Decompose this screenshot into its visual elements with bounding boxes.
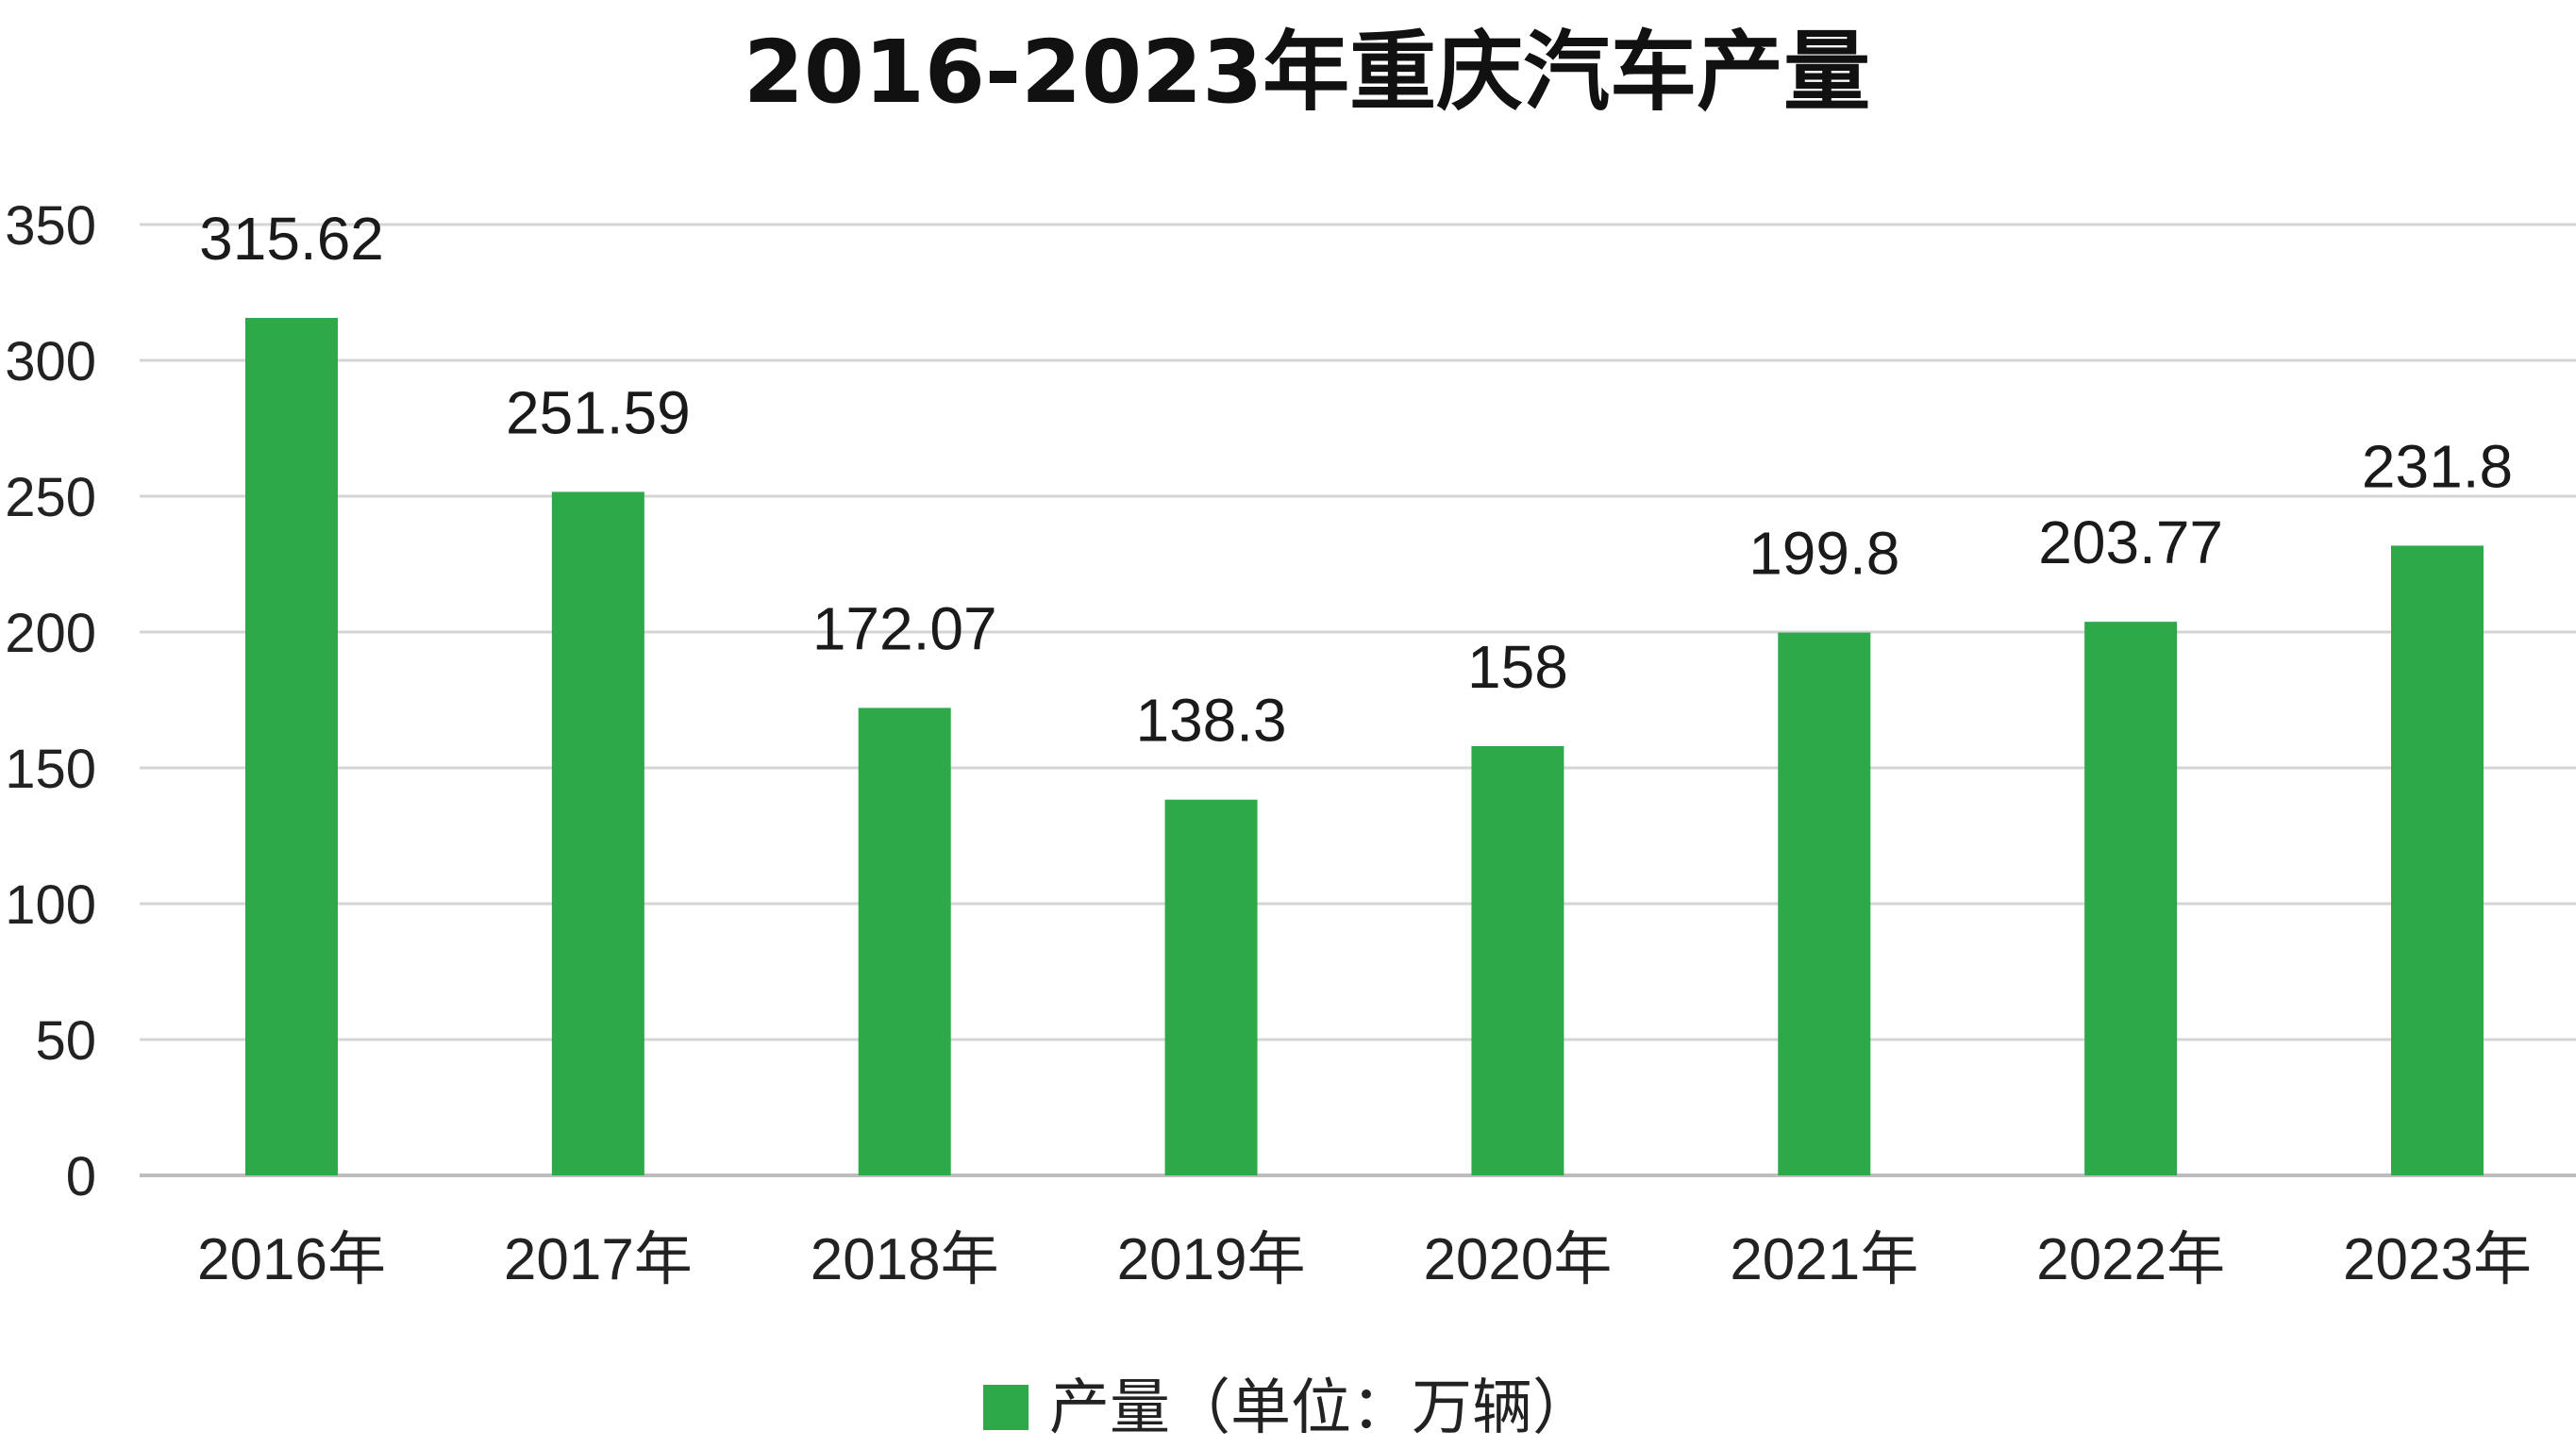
data-labels: 315.62 251.59 172.07 138.3 158 199.8 203.77 231… — [199, 205, 2513, 755]
data-label: 251.59 — [506, 378, 691, 446]
data-label: 231.8 — [2362, 432, 2513, 500]
bar — [2391, 545, 2484, 1175]
data-label: 203.77 — [2038, 508, 2223, 576]
bars — [245, 318, 2484, 1175]
data-label: 158 — [1467, 633, 1568, 701]
y-tick-label: 100 — [5, 874, 96, 936]
data-label: 138.3 — [1135, 687, 1286, 755]
legend-swatch — [983, 1385, 1029, 1430]
x-tick-label: 2022年 — [2036, 1227, 2225, 1292]
bar — [858, 707, 951, 1175]
x-tick-label: 2020年 — [1423, 1227, 1612, 1292]
gridlines — [140, 223, 2576, 1177]
y-tick-label: 300 — [5, 331, 96, 392]
bar — [245, 318, 338, 1175]
x-axis-ticks: 2016年 2017年 2018年 2019年 2020年 2021年 2022年 2023年 — [197, 1227, 2532, 1292]
x-tick-label: 2023年 — [2343, 1227, 2532, 1292]
legend: 产量（单位：万辆） — [983, 1373, 1593, 1443]
legend-label: 产量（单位：万辆） — [1049, 1373, 1593, 1443]
y-axis-ticks: 0 50 100 150 200 250 300 350 — [5, 195, 96, 1207]
x-tick-label: 2021年 — [1730, 1227, 1918, 1292]
y-tick-label: 50 — [35, 1010, 96, 1072]
x-tick-label: 2019年 — [1117, 1227, 1306, 1292]
y-tick-label: 0 — [66, 1146, 96, 1207]
data-label: 199.8 — [1748, 520, 1899, 588]
x-tick-label: 2016年 — [197, 1227, 386, 1292]
bar — [1471, 745, 1564, 1175]
x-tick-label: 2018年 — [811, 1227, 999, 1292]
bar — [1164, 799, 1258, 1175]
data-label: 315.62 — [199, 205, 384, 273]
y-tick-label: 250 — [5, 467, 96, 528]
y-tick-label: 200 — [5, 603, 96, 664]
chart-title: 2016-2023年重庆汽车产量 — [744, 22, 1870, 123]
bar — [2084, 622, 2178, 1175]
x-tick-label: 2017年 — [504, 1227, 693, 1292]
y-tick-label: 350 — [5, 195, 96, 257]
data-label: 172.07 — [812, 594, 997, 662]
bar — [1778, 632, 1871, 1175]
bar — [551, 491, 644, 1175]
y-tick-label: 150 — [5, 739, 96, 800]
